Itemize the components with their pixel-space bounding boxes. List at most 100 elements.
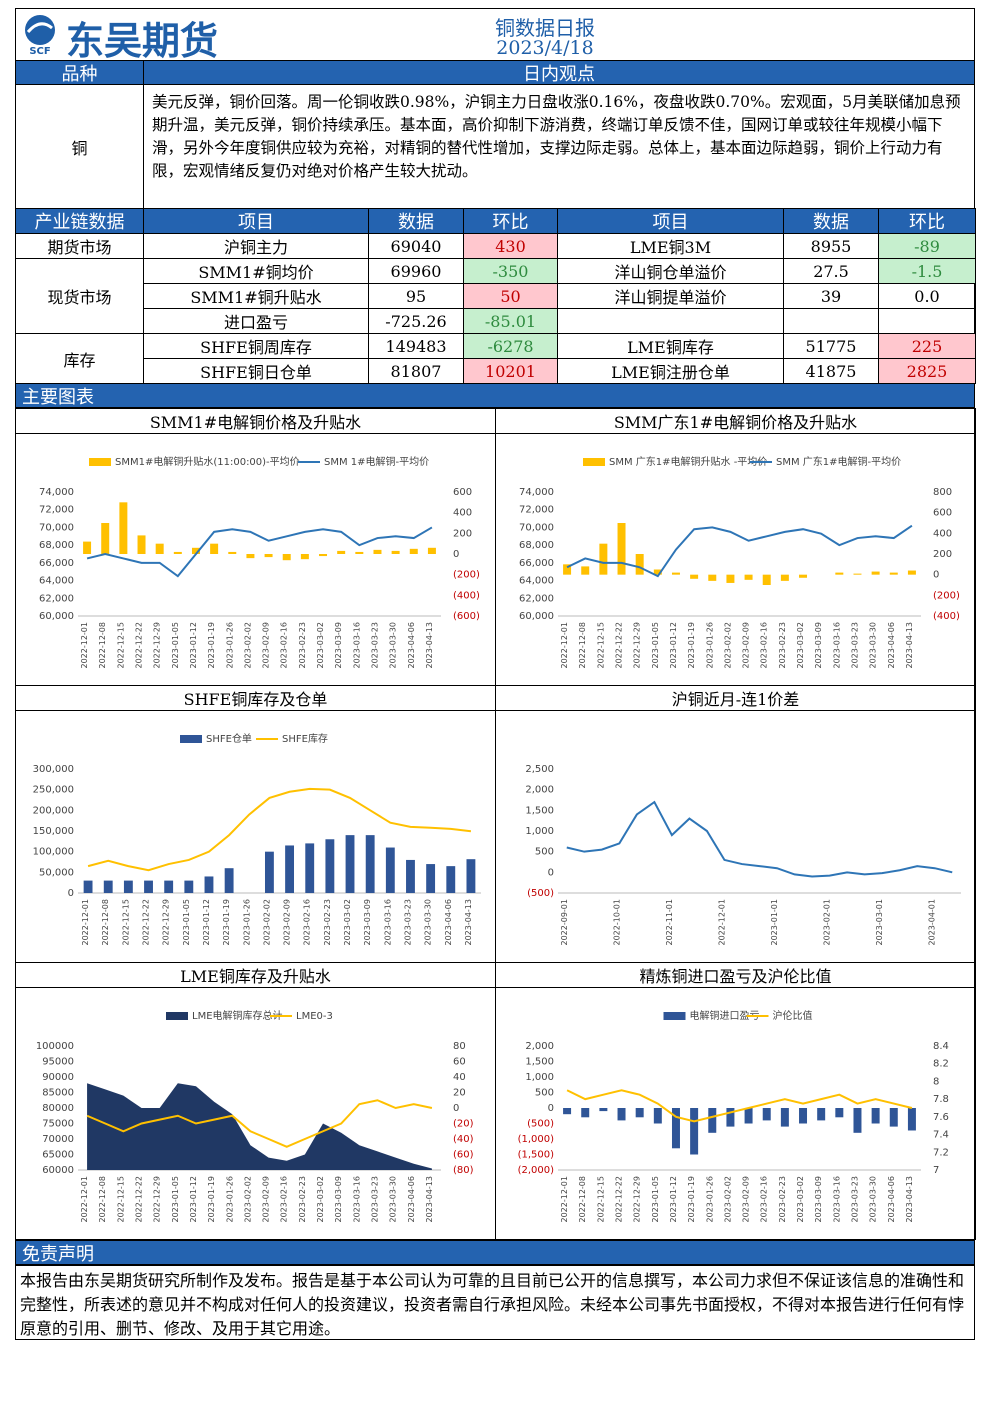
y-tick-label: 60,000 (519, 611, 554, 622)
bar (635, 554, 644, 575)
y-tick-label: 150,000 (33, 826, 74, 837)
bar (173, 551, 182, 554)
x-tick-label: 2023-02-23 (778, 1176, 787, 1223)
bar (325, 839, 335, 893)
y-tick-label: 8.2 (933, 1059, 949, 1070)
x-tick-label: 2023-01-19 (207, 1176, 216, 1223)
y-tick-label: 60 (453, 1057, 466, 1068)
y-tick-label: 200 (453, 528, 472, 539)
value: 41875 (783, 358, 879, 384)
bar (690, 574, 699, 579)
x-tick-label: 2023-01-12 (189, 622, 198, 669)
x-tick-label: 2023-04-06 (887, 1176, 896, 1223)
chart: (2,000) (1,500) (1,000) (500) 0 500 1,000 1,500… (518, 1009, 949, 1223)
chart: 60000 65000 70000 75000 80000 85000 90000 95000… (36, 1009, 474, 1223)
x-tick-label: 2022-12-08 (98, 1176, 107, 1223)
x-tick-label: 2023-04-06 (444, 899, 453, 946)
legend-swatch (663, 1012, 686, 1020)
line (566, 800, 953, 878)
bar (726, 574, 735, 583)
bar (817, 1108, 826, 1121)
bar (406, 859, 415, 893)
bar (305, 843, 315, 893)
y-tick-label: 250,000 (33, 785, 74, 796)
bar (907, 1108, 916, 1131)
y-tick-label: 66,000 (519, 558, 554, 569)
x-tick-label: 2023-04-06 (407, 1176, 416, 1223)
y-tick-label: (40) (453, 1134, 474, 1145)
value: 95 (368, 283, 464, 309)
y-tick-label: (500) (527, 888, 554, 899)
item: LME铜3M (557, 233, 784, 259)
value: 39 (783, 283, 879, 309)
y-tick-label: 74,000 (519, 487, 554, 498)
x-tick-label: 2023-03-30 (424, 899, 433, 946)
chart-box (495, 987, 976, 1240)
bar (744, 574, 753, 580)
x-tick-label: 2023-02-09 (262, 1176, 271, 1223)
y-tick-label: 64,000 (39, 576, 74, 587)
x-tick-label: 2023-03-23 (403, 899, 412, 946)
x-tick-label: 2023-03-30 (869, 1176, 878, 1223)
legend-label: SMM 1#电解铜-平均价 (324, 455, 429, 468)
x-tick-label: 2023-01-26 (705, 622, 714, 669)
x-tick-label: 2023-02-02 (243, 1176, 252, 1223)
legend-label: LME电解铜库存总计 (192, 1009, 283, 1022)
value: -725.26 (368, 308, 464, 334)
item: 沪铜主力 (143, 233, 369, 259)
y-tick-label: 75000 (42, 1119, 74, 1130)
chart: 0 50,000 100,000 150,000 200,000 250,000 300,0… (33, 732, 481, 946)
bar (744, 1108, 753, 1124)
y-tick-label: 70,000 (519, 522, 554, 533)
value: 149483 (368, 333, 464, 359)
bar (466, 859, 476, 893)
bar (708, 574, 717, 581)
x-tick-label: 2022-12-08 (578, 1176, 587, 1223)
y-tick-label: (500) (527, 1119, 554, 1130)
table-header: 数据 (783, 208, 879, 234)
y-tick-label: 100,000 (33, 847, 74, 858)
y-tick-label: 8 (933, 1076, 939, 1087)
section-header: 主要图表 (15, 383, 975, 408)
bar (599, 1108, 608, 1112)
x-tick-label: 2022-12-08 (578, 622, 587, 669)
y-tick-label: 2,000 (525, 785, 554, 796)
x-tick-label: 2023-01-26 (225, 1176, 234, 1223)
x-tick-label: 2023-02-16 (760, 1176, 769, 1223)
x-tick-label: 2023-01-12 (669, 622, 678, 669)
x-tick-label: 2023-03-02 (316, 1176, 325, 1223)
y-tick-label: 0 (933, 570, 939, 581)
table-header: 项目 (143, 208, 369, 234)
bar (653, 1108, 662, 1124)
bar (853, 1108, 862, 1133)
legend-label: SMM 广东1#电解铜-平均价 (776, 455, 901, 468)
x-tick-label: 2023-03-16 (832, 1176, 841, 1223)
item: SMM1#铜均价 (143, 258, 369, 284)
bar (653, 569, 662, 575)
x-tick-label: 2023-02-23 (298, 622, 307, 669)
bar (762, 1108, 771, 1121)
x-tick-label: 2022-12-29 (633, 1176, 642, 1223)
y-tick-label: 200,000 (33, 805, 74, 816)
report-title: 铜数据日报 (495, 16, 595, 40)
x-tick-label: 2022-12-15 (121, 899, 130, 946)
x-tick-label: 2022-12-22 (135, 622, 144, 669)
y-tick-label: 1,000 (525, 826, 554, 837)
bar (426, 864, 436, 893)
y-tick-label: 40 (453, 1072, 466, 1083)
x-tick-label: 2023-03-09 (814, 1176, 823, 1223)
bar (385, 847, 395, 893)
x-tick-label: 2023-04-13 (905, 622, 914, 669)
x-tick-label: 2023-03-23 (370, 1176, 379, 1223)
x-tick-label: 2023-02-23 (323, 899, 332, 946)
x-tick-label: 2023-03-09 (334, 1176, 343, 1223)
bar (871, 571, 880, 575)
item: 洋山铜提单溢价 (557, 283, 784, 309)
legend-label: 电解铜进口盈亏 (690, 1009, 760, 1022)
bar (708, 1108, 717, 1133)
x-tick-label: 2022-12-29 (162, 899, 171, 946)
line (86, 1099, 433, 1148)
y-tick-label: 400 (933, 528, 952, 539)
y-tick-label: (2,000) (518, 1165, 555, 1176)
y-tick-label: 0 (453, 549, 459, 560)
